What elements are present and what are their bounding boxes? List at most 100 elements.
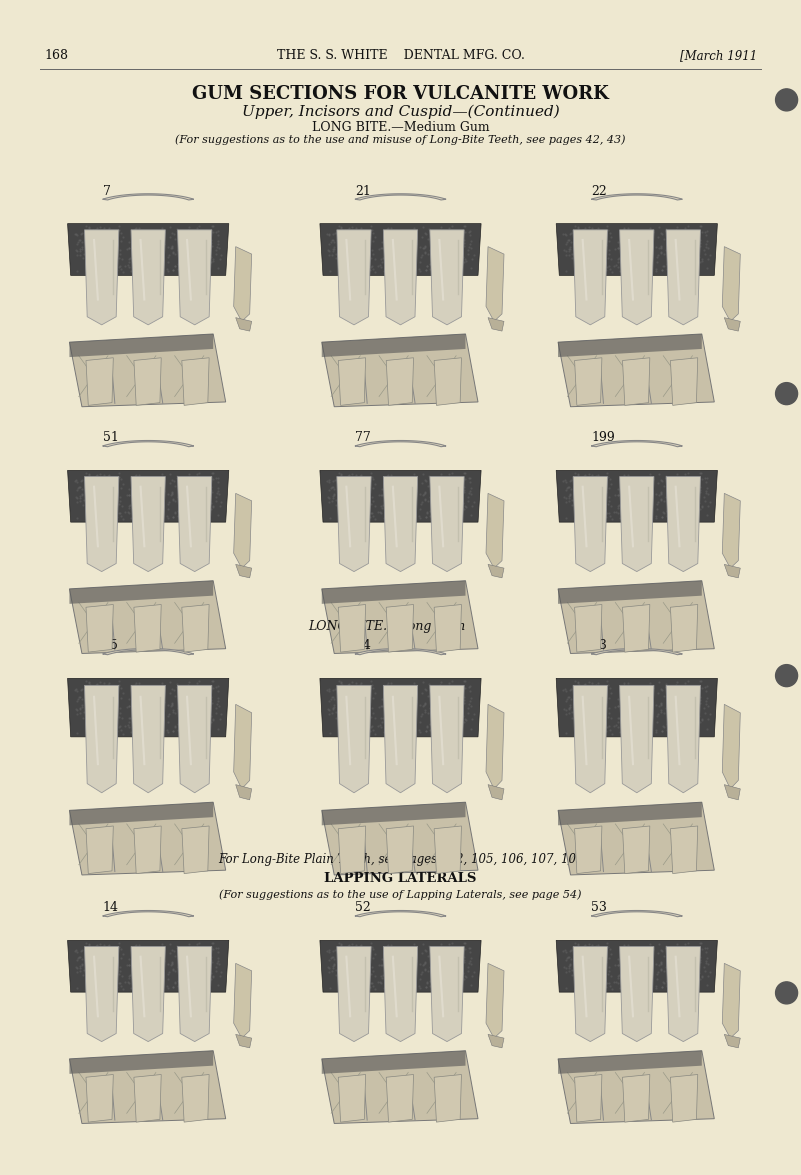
Point [618, 936, 630, 955]
Point [183, 264, 196, 283]
Point [638, 951, 651, 969]
Point [440, 508, 453, 526]
Point [80, 671, 93, 690]
Point [83, 704, 95, 723]
Point [191, 219, 203, 237]
Point [581, 697, 594, 716]
Point [379, 716, 392, 734]
Point [579, 674, 592, 693]
Point [608, 503, 621, 522]
Point [110, 499, 123, 518]
Point [657, 973, 670, 992]
Point [92, 240, 105, 258]
Point [413, 484, 426, 503]
Point [163, 684, 176, 703]
Point [83, 490, 96, 509]
Point [457, 217, 470, 236]
Point [678, 945, 691, 963]
Point [572, 717, 585, 736]
Point [397, 703, 410, 721]
Point [209, 699, 222, 718]
Point [363, 228, 376, 247]
Point [575, 476, 588, 495]
Point [402, 961, 415, 980]
Point [672, 498, 685, 517]
Point [654, 237, 667, 256]
Point [169, 686, 182, 705]
Point [413, 237, 426, 256]
Point [349, 951, 362, 969]
Point [336, 243, 348, 262]
Point [420, 941, 433, 960]
Point [689, 700, 702, 719]
Point [91, 705, 103, 724]
Point [186, 490, 199, 509]
Point [623, 940, 636, 959]
Point [670, 706, 683, 725]
Point [191, 510, 203, 529]
Point [689, 247, 702, 266]
Point [326, 477, 339, 496]
Point [341, 494, 354, 512]
Point [207, 469, 219, 488]
Point [694, 948, 706, 967]
Point [577, 698, 590, 717]
Point [376, 253, 388, 271]
Point [443, 706, 456, 725]
Point [634, 491, 646, 510]
Point [435, 464, 448, 483]
Point [695, 497, 708, 516]
Point [87, 478, 100, 497]
Point [198, 246, 211, 264]
Point [403, 253, 416, 271]
Point [631, 244, 644, 263]
Point [626, 222, 639, 241]
Point [83, 240, 96, 258]
Point [75, 484, 88, 503]
Point [569, 687, 582, 706]
Point [590, 508, 603, 526]
Point [667, 236, 680, 255]
Point [629, 951, 642, 969]
Point [593, 260, 606, 278]
Point [586, 492, 598, 511]
Point [444, 262, 457, 281]
Point [594, 222, 607, 241]
Point [184, 247, 197, 266]
Point [341, 676, 354, 694]
Point [113, 676, 126, 694]
Point [336, 478, 348, 497]
Point [92, 248, 105, 267]
Point [457, 963, 469, 982]
Point [332, 963, 344, 982]
Polygon shape [386, 357, 413, 405]
Point [375, 709, 388, 727]
Point [584, 246, 597, 264]
Point [599, 685, 612, 704]
Point [191, 263, 203, 282]
Point [107, 971, 120, 989]
Point [339, 946, 352, 965]
Point [568, 247, 581, 266]
Point [563, 680, 576, 699]
Point [457, 478, 470, 497]
Point [586, 951, 598, 969]
Point [95, 246, 108, 264]
Point [198, 705, 211, 724]
Point [644, 253, 657, 271]
Point [145, 491, 158, 510]
Point [453, 963, 465, 982]
Point [132, 678, 145, 697]
Polygon shape [574, 477, 607, 571]
Point [436, 717, 449, 736]
Point [462, 678, 475, 697]
Point [107, 250, 120, 269]
Point [326, 486, 339, 505]
Point [465, 967, 478, 986]
Point [402, 483, 415, 502]
Point [86, 711, 99, 730]
Point [630, 721, 643, 740]
Point [139, 241, 152, 260]
Point [151, 677, 164, 696]
Point [425, 485, 437, 504]
